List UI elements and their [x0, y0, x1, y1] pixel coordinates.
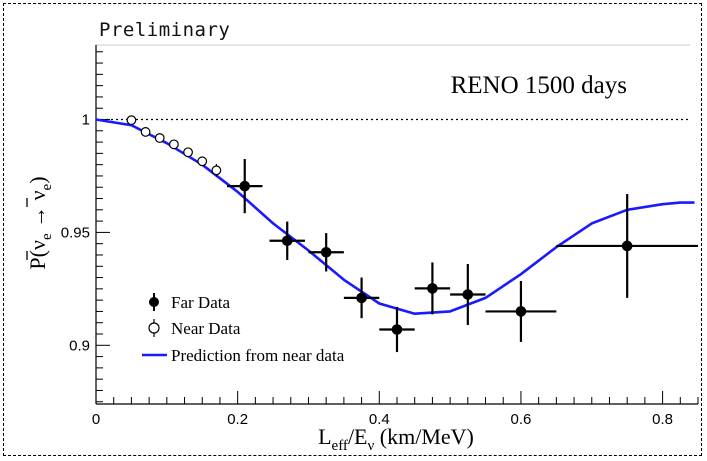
- chart-annotation: RENO 1500 days: [451, 72, 627, 99]
- figure-frame: [3, 3, 702, 456]
- near-data-point: [140, 127, 151, 137]
- legend-entry-label: Near Data: [171, 319, 241, 338]
- far-data-point: [239, 180, 251, 192]
- far-data-point: [356, 292, 367, 304]
- near-data-point: [154, 133, 165, 143]
- y-tick-label: 0.9: [69, 337, 90, 354]
- preliminary-label: Preliminary: [99, 19, 231, 41]
- far-data-point: [391, 324, 403, 335]
- far-data-point: [515, 306, 527, 317]
- far-data-point: [281, 235, 293, 247]
- legend-entry-label: Prediction from near data: [171, 346, 345, 365]
- legend-far-marker: [149, 297, 159, 307]
- far-data-point: [320, 246, 332, 258]
- y-tick-label: 0.95: [61, 224, 90, 241]
- near-data-point: [211, 165, 222, 176]
- far-data-point: [462, 289, 474, 300]
- x-tick-label: 0.6: [511, 411, 532, 428]
- x-tick-label: 0.8: [652, 411, 673, 428]
- x-tick-label: 0.4: [369, 411, 390, 428]
- far-data-point: [621, 240, 633, 252]
- near-data-group: [126, 115, 222, 177]
- near-data-point: [183, 147, 193, 158]
- x-tick-label: 0.2: [227, 411, 248, 428]
- legend: Far Data Near Data Prediction from near da…: [142, 293, 345, 365]
- svg-text:P(νe → νe): P(νe → νe): [25, 176, 55, 269]
- x-tick-label: 0: [92, 411, 100, 428]
- far-data-group: [227, 159, 698, 353]
- legend-entry-label: Far Data: [171, 293, 230, 312]
- far-data-point: [427, 283, 438, 294]
- near-data-point: [197, 156, 208, 167]
- x-axis-label: Leff/Eν (km/MeV): [318, 424, 474, 454]
- near-data-point: [126, 115, 137, 126]
- near-data-point: [169, 139, 179, 150]
- legend-near-marker: [148, 322, 160, 334]
- axes: 0 0.2 0.4 0.6 0.8 0.9 0.95 1: [61, 45, 699, 428]
- y-axis-label: P(νe → νe): [25, 176, 55, 269]
- y-tick-label: 1: [82, 112, 90, 129]
